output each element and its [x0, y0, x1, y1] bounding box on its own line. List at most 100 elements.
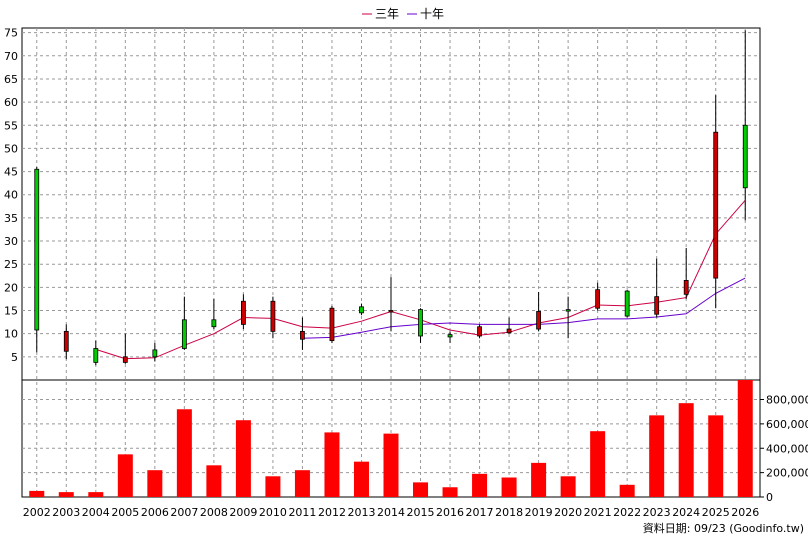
year-tick-label: 2007	[170, 506, 198, 519]
candle	[654, 258, 660, 318]
year-tick-label: 2013	[347, 506, 375, 519]
volume-axis-ticks: 0 200,000 400,000 600,000 800,000	[760, 394, 808, 504]
candle	[93, 340, 99, 366]
price-tick-label: 5	[11, 351, 18, 364]
volume-bar	[413, 482, 429, 497]
price-tick-label: 55	[4, 119, 18, 132]
price-axis-ticks: 5 10 15 20 25 30 35 40 45 50 55 60 65 70 75	[4, 27, 18, 364]
candle	[565, 296, 571, 339]
price-tick-label: 40	[4, 189, 18, 202]
year-tick-label: 2021	[584, 506, 612, 519]
candle-body	[624, 290, 630, 317]
year-tick-label: 2022	[613, 506, 641, 519]
volume-bar	[294, 470, 310, 497]
legend: 三年 十年	[362, 7, 444, 21]
candle-body	[270, 300, 276, 332]
volume-tick-label: 600,000	[766, 418, 808, 431]
price-tick-label: 15	[4, 305, 18, 318]
year-tick-label: 2014	[377, 506, 405, 519]
candle	[152, 342, 158, 362]
candle-body	[565, 309, 571, 312]
volume-bar	[265, 476, 281, 497]
year-tick-label: 2003	[52, 506, 80, 519]
volume-bar	[501, 477, 517, 497]
candle-body	[34, 168, 40, 331]
candle-body	[506, 328, 512, 334]
volume-bar	[678, 403, 694, 497]
candle	[300, 317, 305, 350]
volume-bar	[117, 454, 133, 497]
candle-body	[63, 330, 69, 352]
source-note: 資料日期: 09/23 (Goodinfo.tw)	[643, 521, 804, 535]
candle-body	[713, 131, 719, 279]
volume-tick-label: 0	[766, 491, 773, 504]
candle-body	[742, 124, 748, 189]
volume-bar	[235, 420, 251, 497]
price-tick-label: 45	[4, 166, 18, 179]
candle	[359, 303, 364, 316]
candle-body	[359, 306, 364, 314]
volume-bar	[29, 490, 45, 497]
volume-bar	[560, 476, 576, 497]
candle-body	[211, 319, 217, 328]
price-tick-label: 20	[4, 281, 18, 294]
candle-body	[300, 330, 305, 340]
candle	[122, 333, 128, 364]
year-tick-label: 2023	[643, 506, 671, 519]
volume-tick-label: 800,000	[766, 394, 808, 407]
candle	[418, 308, 423, 343]
candle	[211, 298, 217, 330]
candle-body	[447, 334, 453, 338]
candle-body	[654, 296, 660, 315]
candle	[181, 296, 187, 350]
year-tick-label: 2020	[554, 506, 582, 519]
price-tick-label: 65	[4, 73, 18, 86]
candle-body	[93, 348, 99, 363]
year-tick-label: 2011	[288, 506, 316, 519]
candle	[506, 317, 512, 334]
legend-label-10yr: 十年	[420, 7, 444, 21]
volume-bar	[147, 470, 163, 497]
ma-line-10yr	[302, 277, 746, 339]
price-tick-label: 70	[4, 50, 18, 63]
price-tick-label: 75	[4, 27, 18, 40]
volume-bar	[472, 473, 488, 497]
year-tick-label: 2015	[407, 506, 435, 519]
volume-bar	[531, 462, 547, 497]
year-tick-label: 2009	[229, 506, 257, 519]
year-tick-label: 2012	[318, 506, 346, 519]
volume-bar	[206, 465, 222, 497]
volume-bar	[590, 431, 606, 497]
candle	[34, 166, 40, 353]
volume-bar	[442, 487, 458, 497]
candle-body	[122, 356, 128, 363]
year-tick-label: 2010	[259, 506, 287, 519]
year-tick-label: 2006	[141, 506, 169, 519]
candle	[477, 324, 482, 339]
year-tick-label: 2002	[23, 506, 51, 519]
candle	[447, 331, 453, 343]
candle-body	[418, 309, 423, 337]
legend-label-3yr: 三年	[375, 7, 399, 21]
volume-bar	[353, 461, 369, 497]
candle-body	[329, 307, 335, 342]
volume-tick-label: 200,000	[766, 467, 808, 480]
volume-bar	[737, 380, 753, 497]
year-tick-label: 2008	[200, 506, 228, 519]
price-tick-label: 60	[4, 96, 18, 109]
year-tick-label: 2025	[702, 506, 730, 519]
year-tick-label: 2004	[82, 506, 110, 519]
year-tick-label: 2024	[672, 506, 700, 519]
year-tick-label: 2017	[466, 506, 494, 519]
price-tick-label: 50	[4, 142, 18, 155]
volume-bar	[324, 432, 340, 497]
candle-body	[595, 289, 601, 309]
candle	[270, 296, 276, 339]
volume-bars	[29, 380, 753, 497]
year-axis-ticks: 2002 2003 2004 2005 2006 2007 2008 2009 2010 2011…	[23, 506, 759, 519]
candle-body	[683, 280, 689, 295]
price-tick-label: 35	[4, 212, 18, 225]
volume-bar	[88, 492, 104, 497]
